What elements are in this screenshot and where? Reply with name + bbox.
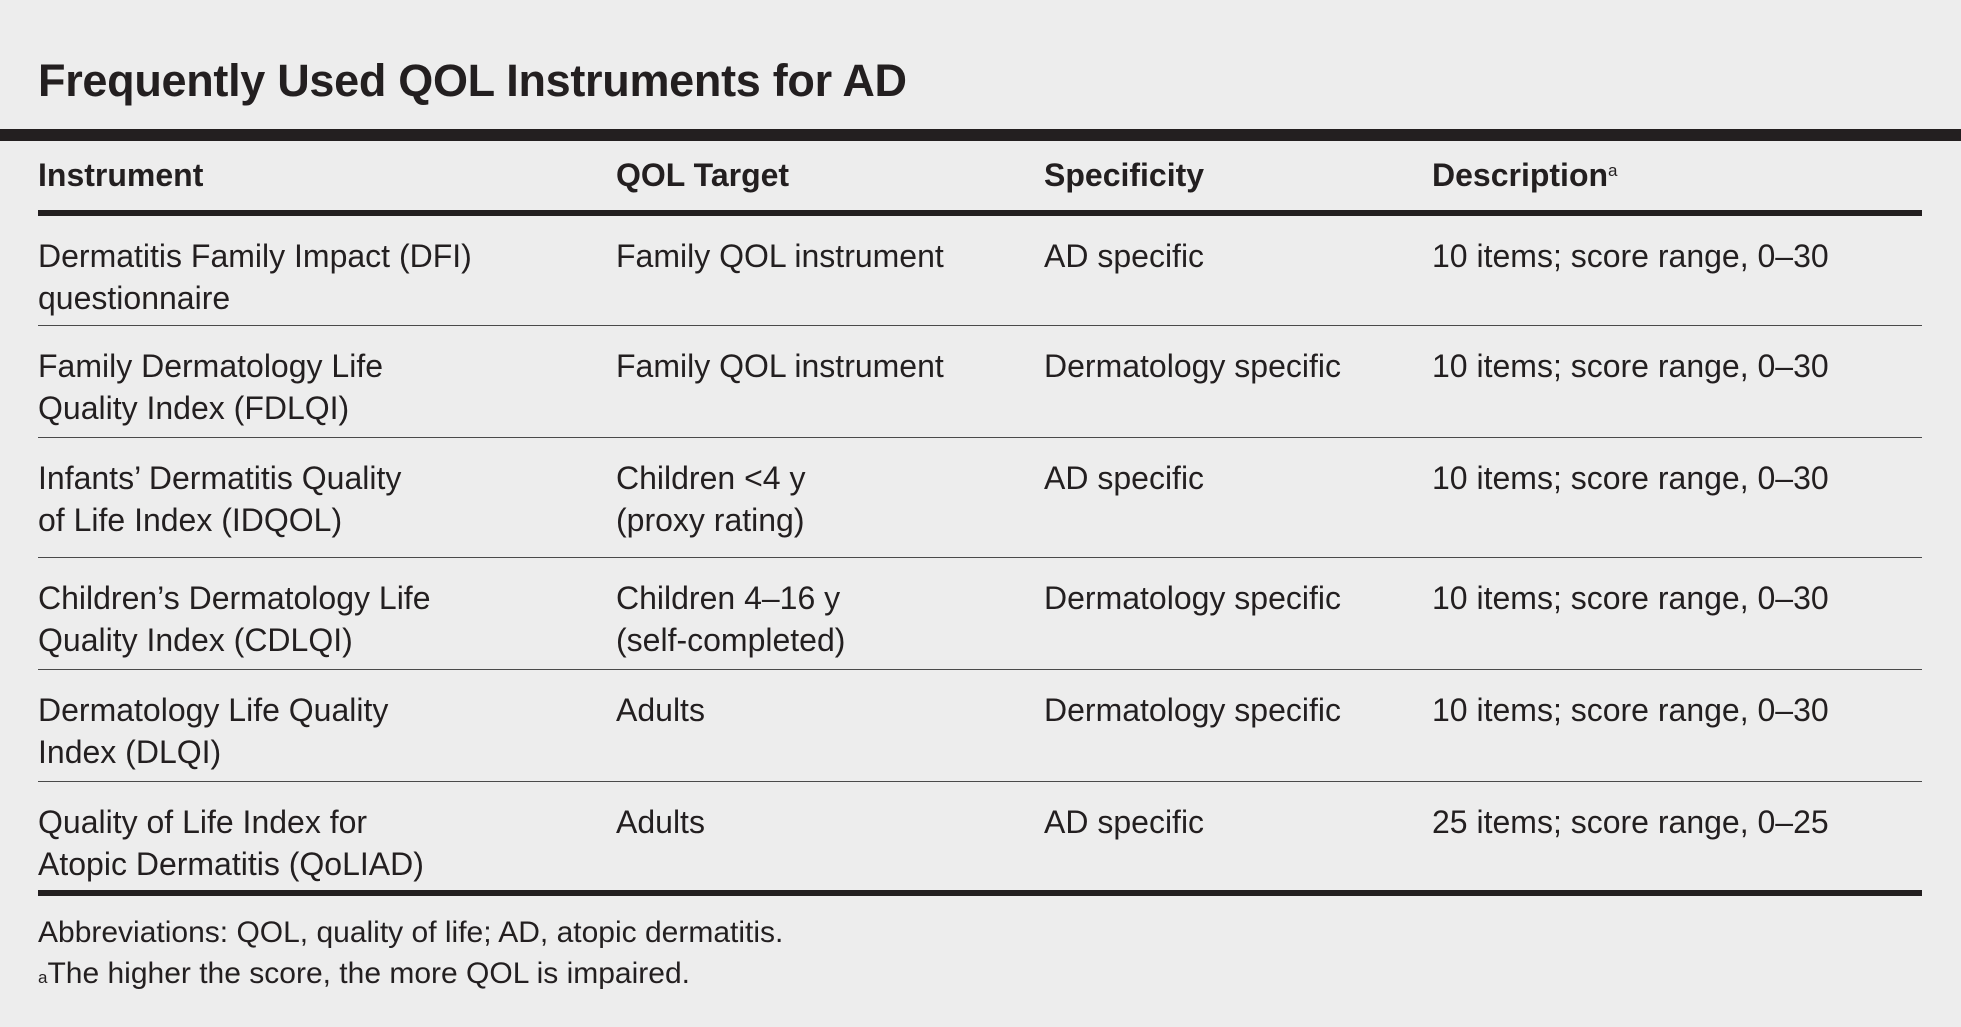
- cell-line: Atopic Dermatitis (QoLIAD): [38, 845, 424, 882]
- score-footnote: aThe higher the score, the more QOL is i…: [38, 953, 783, 994]
- cell-target: Adults: [600, 781, 1028, 896]
- table-row: Quality of Life Index for Atopic Dermatit…: [38, 781, 1922, 896]
- table-row: Infants’ Dermatitis Quality of Life Index…: [38, 437, 1922, 558]
- footnote-text: The higher the score, the more QOL is im…: [47, 957, 690, 990]
- cell-line: Adults: [616, 691, 705, 728]
- abbreviations-note: Abbreviations: QOL, quality of life; AD,…: [38, 916, 784, 949]
- cell-instrument: Infants’ Dermatitis Quality of Life Index…: [38, 437, 600, 558]
- cell-line: Quality Index (FDLQI): [38, 389, 350, 426]
- cell-line: (self-completed): [616, 621, 846, 658]
- table-row: Family Dermatology Life Quality Index (FD…: [38, 325, 1922, 438]
- cell-description: 25 items; score range, 0–25: [1416, 781, 1922, 896]
- cell-description: 10 items; score range, 0–30: [1416, 213, 1922, 326]
- cell-description: 10 items; score range, 0–30: [1416, 669, 1922, 782]
- cell-specificity: Dermatology specific: [1028, 557, 1416, 670]
- cell-line: questionnaire: [38, 280, 231, 316]
- cell-line: Adults: [616, 803, 705, 840]
- cell-instrument: Quality of Life Index for Atopic Dermatit…: [38, 781, 600, 896]
- cell-line: Family Dermatology Life: [38, 347, 383, 384]
- cell-line: Dermatology Life Quality: [38, 691, 389, 728]
- footnote-marker: a: [38, 968, 48, 987]
- cell-line: Family QOL instrument: [616, 347, 944, 384]
- cell-line: Infants’ Dermatitis Quality: [38, 459, 402, 496]
- header-qol-target: QOL Target: [600, 141, 1028, 216]
- cell-target: Family QOL instrument: [600, 325, 1028, 438]
- top-rule: [0, 129, 1961, 141]
- cell-target: Adults: [600, 669, 1028, 782]
- cell-line: Family QOL instrument: [616, 238, 944, 274]
- cell-line: Index (DLQI): [38, 733, 222, 770]
- header-description: Descriptiona: [1416, 141, 1922, 216]
- cell-instrument: Dermatitis Family Impact (DFI) questionna…: [38, 213, 600, 326]
- cell-line: Children <4 y: [616, 459, 806, 496]
- cell-line: Dermatitis Family Impact (DFI): [38, 238, 472, 274]
- cell-specificity: Dermatology specific: [1028, 669, 1416, 782]
- cell-specificity: AD specific: [1028, 213, 1416, 326]
- cell-line: Quality Index (CDLQI): [38, 621, 353, 658]
- header-description-label: Description: [1432, 157, 1609, 193]
- header-instrument: Instrument: [38, 141, 600, 216]
- header-row: Instrument QOL Target Specificity Descri…: [38, 141, 1922, 216]
- table-row: Dermatology Life Quality Index (DLQI) Adu…: [38, 669, 1922, 782]
- table-title: Frequently Used QOL Instruments for AD: [38, 55, 907, 106]
- cell-specificity: Dermatology specific: [1028, 325, 1416, 438]
- cell-line: Children’s Dermatology Life: [38, 579, 431, 616]
- cell-line: (proxy rating): [616, 501, 805, 538]
- cell-instrument: Dermatology Life Quality Index (DLQI): [38, 669, 600, 782]
- cell-instrument: Children’s Dermatology Life Quality Index…: [38, 557, 600, 670]
- table-container: Instrument QOL Target Specificity Descri…: [38, 141, 1922, 896]
- qol-instruments-table: Instrument QOL Target Specificity Descri…: [38, 141, 1922, 896]
- cell-instrument: Family Dermatology Life Quality Index (FD…: [38, 325, 600, 438]
- cell-description: 10 items; score range, 0–30: [1416, 437, 1922, 558]
- header-description-footnote-marker: a: [1608, 161, 1618, 180]
- cell-target: Family QOL instrument: [600, 213, 1028, 326]
- cell-specificity: AD specific: [1028, 437, 1416, 558]
- cell-line: of Life Index (IDQOL): [38, 501, 343, 538]
- cell-target: Children <4 y (proxy rating): [600, 437, 1028, 558]
- table-row: Dermatitis Family Impact (DFI) questionna…: [38, 213, 1922, 326]
- cell-target: Children 4–16 y (self-completed): [600, 557, 1028, 670]
- header-specificity: Specificity: [1028, 141, 1416, 216]
- cell-line: Quality of Life Index for: [38, 803, 368, 840]
- cell-specificity: AD specific: [1028, 781, 1416, 896]
- cell-description: 10 items; score range, 0–30: [1416, 557, 1922, 670]
- cell-description: 10 items; score range, 0–30: [1416, 325, 1922, 438]
- table-row: Children’s Dermatology Life Quality Index…: [38, 557, 1922, 670]
- cell-line: Children 4–16 y: [616, 579, 841, 616]
- table-footnotes: Abbreviations: QOL, quality of life; AD,…: [38, 912, 783, 994]
